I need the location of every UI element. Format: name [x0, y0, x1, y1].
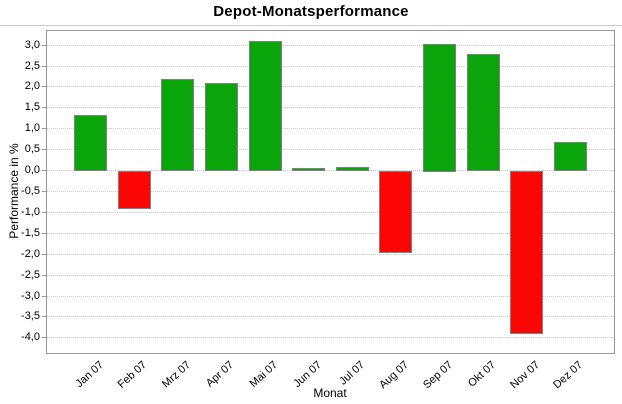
- gridline--4,0: [47, 337, 614, 339]
- bar-mai-07: [249, 41, 282, 171]
- x-tick-label-feb-07: Feb 07: [115, 359, 150, 391]
- y-tick-mark: [42, 149, 46, 151]
- bar-jul-07: [336, 167, 369, 171]
- x-tick-label-aug-07: Aug 07: [377, 359, 412, 392]
- x-tick-label-mrz-07: Mrz 07: [160, 359, 194, 391]
- y-tick-mark: [42, 107, 46, 109]
- y-tick-mark: [42, 253, 46, 255]
- bar-apr-07: [205, 83, 238, 171]
- title-separator: [0, 25, 622, 26]
- gridline--3,5: [47, 316, 614, 318]
- bar-mrz-07: [161, 79, 194, 171]
- gridline--3,0: [47, 295, 614, 297]
- bar-okt-07: [467, 54, 500, 171]
- y-tick-mark: [42, 295, 46, 297]
- y-tick-mark: [42, 128, 46, 130]
- x-tick-label-okt-07: Okt 07: [465, 359, 499, 390]
- gridline-2,0: [47, 86, 614, 88]
- bar-nov-07: [510, 171, 543, 334]
- y-tick-label--4,0: -4,0: [21, 331, 40, 344]
- x-tick-label-jul-07: Jul 07: [337, 359, 368, 388]
- chart-title: Depot-Monatsperformance: [213, 3, 409, 20]
- gridline-3,0: [47, 44, 614, 46]
- bar-sep-07: [423, 44, 456, 172]
- gridline-2,5: [47, 65, 614, 67]
- y-tick-mark: [42, 170, 46, 172]
- y-tick-label--2,5: -2,5: [21, 268, 40, 281]
- gridline--1,0: [47, 211, 614, 213]
- y-tick-mark: [42, 191, 46, 192]
- bar-feb-07: [118, 171, 151, 209]
- y-tick-label--2,0: -2,0: [21, 247, 40, 260]
- y-tick-mark: [42, 337, 46, 339]
- bar-aug-07: [379, 171, 412, 253]
- gridline--2,5: [47, 274, 614, 276]
- gridline-1,5: [47, 107, 614, 109]
- y-tick-label--0,5: -0,5: [21, 185, 40, 197]
- x-tick-label-apr-07: Apr 07: [203, 359, 237, 390]
- y-tick-label-3,0: 3,0: [24, 38, 40, 51]
- y-tick-label-2,5: 2,5: [24, 59, 40, 72]
- x-tick-label-nov-07: Nov 07: [508, 359, 543, 392]
- y-tick-mark: [42, 232, 46, 234]
- gridline--0,5: [47, 191, 614, 192]
- y-tick-label-0,0: 0,0: [24, 164, 40, 177]
- bar-dez-07: [554, 142, 587, 171]
- y-tick-label--3,0: -3,0: [21, 289, 40, 302]
- gridline-0,0: [47, 170, 614, 172]
- x-tick-label-sep-07: Sep 07: [421, 359, 456, 392]
- y-tick-label-1,5: 1,5: [24, 101, 40, 114]
- plot-area: [46, 30, 615, 354]
- x-tick-label-jan-07: Jan 07: [73, 359, 107, 391]
- y-tick-label--3,5: -3,5: [21, 310, 40, 323]
- y-tick-label--1,0: -1,0: [21, 205, 40, 218]
- y-tick-mark: [42, 274, 46, 276]
- y-tick-mark: [42, 65, 46, 67]
- y-tick-label-0,5: 0,5: [24, 143, 40, 156]
- y-tick-label-1,0: 1,0: [24, 122, 40, 135]
- y-tick-mark: [42, 86, 46, 88]
- y-tick-label--1,5: -1,5: [21, 226, 40, 239]
- gridline--2,0: [47, 253, 614, 255]
- y-tick-mark: [42, 316, 46, 318]
- x-axis-label: Monat: [313, 386, 347, 400]
- bar-jan-07: [74, 115, 107, 171]
- gridline-0,5: [47, 149, 614, 151]
- gridline--1,5: [47, 232, 614, 234]
- gridline-1,0: [47, 128, 614, 130]
- y-tick-mark: [42, 211, 46, 213]
- bar-jun-07: [292, 168, 325, 171]
- y-tick-mark: [42, 44, 46, 46]
- x-tick-label-dez-07: Dez 07: [551, 359, 586, 392]
- x-tick-label-mai-07: Mai 07: [247, 359, 281, 391]
- y-tick-label-2,0: 2,0: [24, 80, 40, 93]
